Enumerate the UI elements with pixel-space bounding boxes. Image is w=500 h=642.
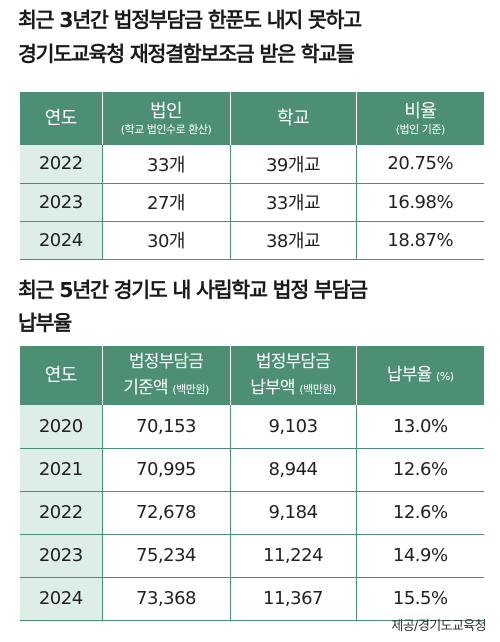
header-standard-amount: 법정부담금 기준액 (백만원)	[102, 346, 231, 405]
corp-cell: 33개	[102, 145, 231, 184]
table-row: 2024 30개 38개교 18.87%	[20, 221, 484, 260]
school-cell: 39개교	[230, 145, 357, 184]
rate-cell: 12.6%	[356, 491, 484, 535]
table-row: 2022 72,678 9,184 12.6%	[20, 491, 484, 535]
section2-title-line2: 납부율	[18, 311, 72, 335]
table-header-row: 연도 법정부담금 기준액 (백만원) 법정부담금 납부액 (백만원) 납부율 (…	[20, 346, 484, 405]
header-paid-amount: 법정부담금 납부액 (백만원)	[230, 346, 357, 405]
header-year: 연도	[20, 92, 103, 145]
school-cell: 33개교	[230, 183, 357, 222]
section1-title-line1: 최근 3년간 법정부담금 한푼도 내지 못하고	[18, 8, 362, 32]
paid-cell: 9,103	[230, 405, 357, 449]
rate-cell: 14.9%	[356, 534, 484, 578]
year-cell: 2023	[20, 534, 103, 578]
standard-cell: 70,995	[102, 448, 231, 492]
header-corp: 법인 (학교 법인수로 환산)	[102, 92, 231, 145]
year-cell: 2024	[20, 221, 103, 260]
year-cell: 2021	[20, 448, 103, 492]
standard-cell: 75,234	[102, 534, 231, 578]
year-cell: 2022	[20, 145, 103, 184]
ratio-cell: 16.98%	[356, 183, 484, 222]
standard-cell: 73,368	[102, 577, 231, 621]
school-cell: 38개교	[230, 221, 357, 260]
year-cell: 2024	[20, 577, 103, 621]
year-cell: 2020	[20, 405, 103, 449]
paid-cell: 11,224	[230, 534, 357, 578]
paid-cell: 9,184	[230, 491, 357, 535]
table-row: 2021 70,995 8,944 12.6%	[20, 448, 484, 492]
header-year: 연도	[20, 346, 103, 405]
header-school: 학교	[230, 92, 357, 145]
rate-cell: 12.6%	[356, 448, 484, 492]
standard-cell: 72,678	[102, 491, 231, 535]
table-row: 2024 73,368 11,367 15.5%	[20, 577, 484, 621]
standard-cell: 70,153	[102, 405, 231, 449]
table-row: 2020 70,153 9,103 13.0%	[20, 405, 484, 449]
school-deficit-table: 연도 법인 (학교 법인수로 환산) 학교 비율 (법인 기준) 2022 33…	[20, 92, 484, 260]
paid-cell: 11,367	[230, 577, 357, 621]
corp-cell: 30개	[102, 221, 231, 260]
payment-rate-table: 연도 법정부담금 기준액 (백만원) 법정부담금 납부액 (백만원) 납부율 (…	[20, 346, 484, 621]
table-row: 2023 27개 33개교 16.98%	[20, 183, 484, 222]
section2-title-line1: 최근 5년간 경기도 내 사립학교 법정 부담금	[18, 278, 368, 302]
paid-cell: 8,944	[230, 448, 357, 492]
table-header-row: 연도 법인 (학교 법인수로 환산) 학교 비율 (법인 기준)	[20, 92, 484, 145]
rate-cell: 15.5%	[356, 577, 484, 621]
section1-title-line2: 경기도교육청 재정결함보조금 받은 학교들	[18, 42, 355, 66]
header-payment-rate: 납부율 (%)	[356, 346, 484, 405]
table-row: 2023 75,234 11,224 14.9%	[20, 534, 484, 578]
corp-cell: 27개	[102, 183, 231, 222]
ratio-cell: 18.87%	[356, 221, 484, 260]
year-cell: 2022	[20, 491, 103, 535]
rate-cell: 13.0%	[356, 405, 484, 449]
source-credit: 제공/경기도교육청	[391, 619, 486, 634]
ratio-cell: 20.75%	[356, 145, 484, 184]
year-cell: 2023	[20, 183, 103, 222]
header-ratio: 비율 (법인 기준)	[356, 92, 484, 145]
table-row: 2022 33개 39개교 20.75%	[20, 145, 484, 184]
